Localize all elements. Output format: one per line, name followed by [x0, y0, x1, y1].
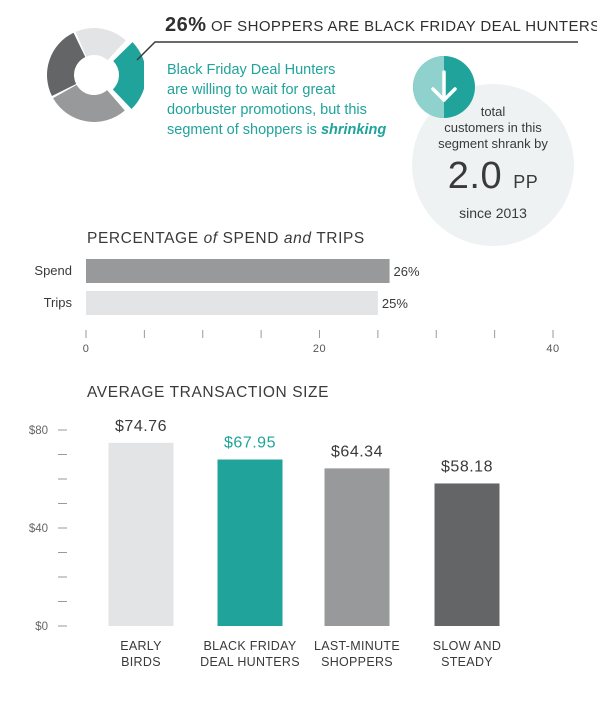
bar-category-label: LAST-MINUTE	[314, 639, 400, 653]
x-tick-label: 20	[313, 343, 326, 355]
x-tick-label: 40	[546, 343, 559, 355]
headline: 26% OF SHOPPERS ARE BLACK FRIDAY DEAL HU…	[165, 14, 597, 37]
bar-category-label: SLOW AND	[433, 639, 501, 653]
y-tick-label: $0	[35, 621, 48, 633]
x-tick-label: 0	[83, 343, 90, 355]
leader-line	[136, 41, 578, 61]
description-line: segment of shoppers is shrinking	[167, 120, 412, 140]
stat-line: total	[480, 104, 506, 119]
segment-description: Black Friday Deal Hunters are willing to…	[167, 60, 412, 140]
headline-percent: 26%	[165, 14, 207, 36]
title-part: TRIPS	[311, 230, 365, 247]
spend-trips-chart: Spend 26% Trips 25% 0 20 40	[34, 259, 559, 355]
title-part: SPEND	[217, 230, 284, 247]
vertical-bar	[324, 468, 390, 626]
bar-value-label: $58.18	[441, 458, 493, 475]
y-tick-label: $80	[29, 425, 48, 437]
vertical-bar	[108, 442, 174, 626]
stat-line: customers in this	[444, 120, 542, 135]
bar-category-label: STEADY	[441, 655, 493, 669]
bar-value-label: $64.34	[331, 443, 383, 460]
bar-category-label: BIRDS	[121, 655, 161, 669]
donut-slice	[112, 42, 144, 109]
bar-value-label: 26%	[394, 264, 420, 279]
stat-text: total customers in this segment shrank b…	[412, 104, 574, 222]
title-part: of	[203, 230, 218, 247]
horizontal-bar	[86, 259, 390, 283]
stat-value: 2.0	[447, 155, 503, 197]
stat-line: segment shrank by	[438, 136, 548, 151]
bar-category-label: DEAL HUNTERS	[200, 655, 300, 669]
donut-slice	[53, 84, 125, 122]
description-line: doorbuster promotions, but this	[167, 102, 367, 118]
donut-slice	[46, 32, 86, 97]
stat-value-row: 2.0 PP	[412, 154, 574, 204]
bar-category-label: BLACK FRIDAY	[204, 639, 297, 653]
avg-transaction-chart: $0 $40 $80 $74.76 EARLY BIRDS $67.95 BLACK FRID…	[29, 418, 501, 669]
segment-donut-chart	[46, 28, 144, 122]
vertical-bar	[217, 459, 283, 626]
horizontal-bar	[86, 291, 378, 315]
description-line: are willing to wait for great	[167, 82, 336, 98]
bar-category-label: Trips	[44, 295, 73, 310]
bar-value-label: 25%	[382, 296, 408, 311]
description-emphasis: shrinking	[320, 122, 387, 138]
title-part: PERCENTAGE	[87, 230, 204, 247]
avg-transaction-title: AVERAGE TRANSACTION SIZE	[87, 384, 330, 401]
bar-value-label: $67.95	[224, 435, 276, 452]
down-arrow-icon	[413, 56, 475, 118]
spend-trips-title: PERCENTAGE of SPEND and TRIPS	[87, 230, 365, 248]
bar-value-label: $74.76	[115, 418, 167, 435]
bar-category-label: Spend	[34, 263, 72, 278]
y-tick-label: $40	[29, 523, 48, 535]
donut-slice	[75, 28, 126, 61]
title-part: and	[283, 230, 312, 247]
description-line: Black Friday Deal Hunters	[167, 62, 336, 78]
description-line-text: segment of shoppers is	[167, 122, 321, 138]
headline-text: OF SHOPPERS ARE BLACK FRIDAY DEAL HUNTER…	[210, 18, 597, 35]
bar-category-label: EARLY	[120, 639, 162, 653]
bar-category-label: SHOPPERS	[321, 655, 393, 669]
vertical-bar	[434, 483, 500, 626]
stat-since: since 2013	[459, 205, 527, 221]
stat-unit: PP	[513, 172, 539, 192]
